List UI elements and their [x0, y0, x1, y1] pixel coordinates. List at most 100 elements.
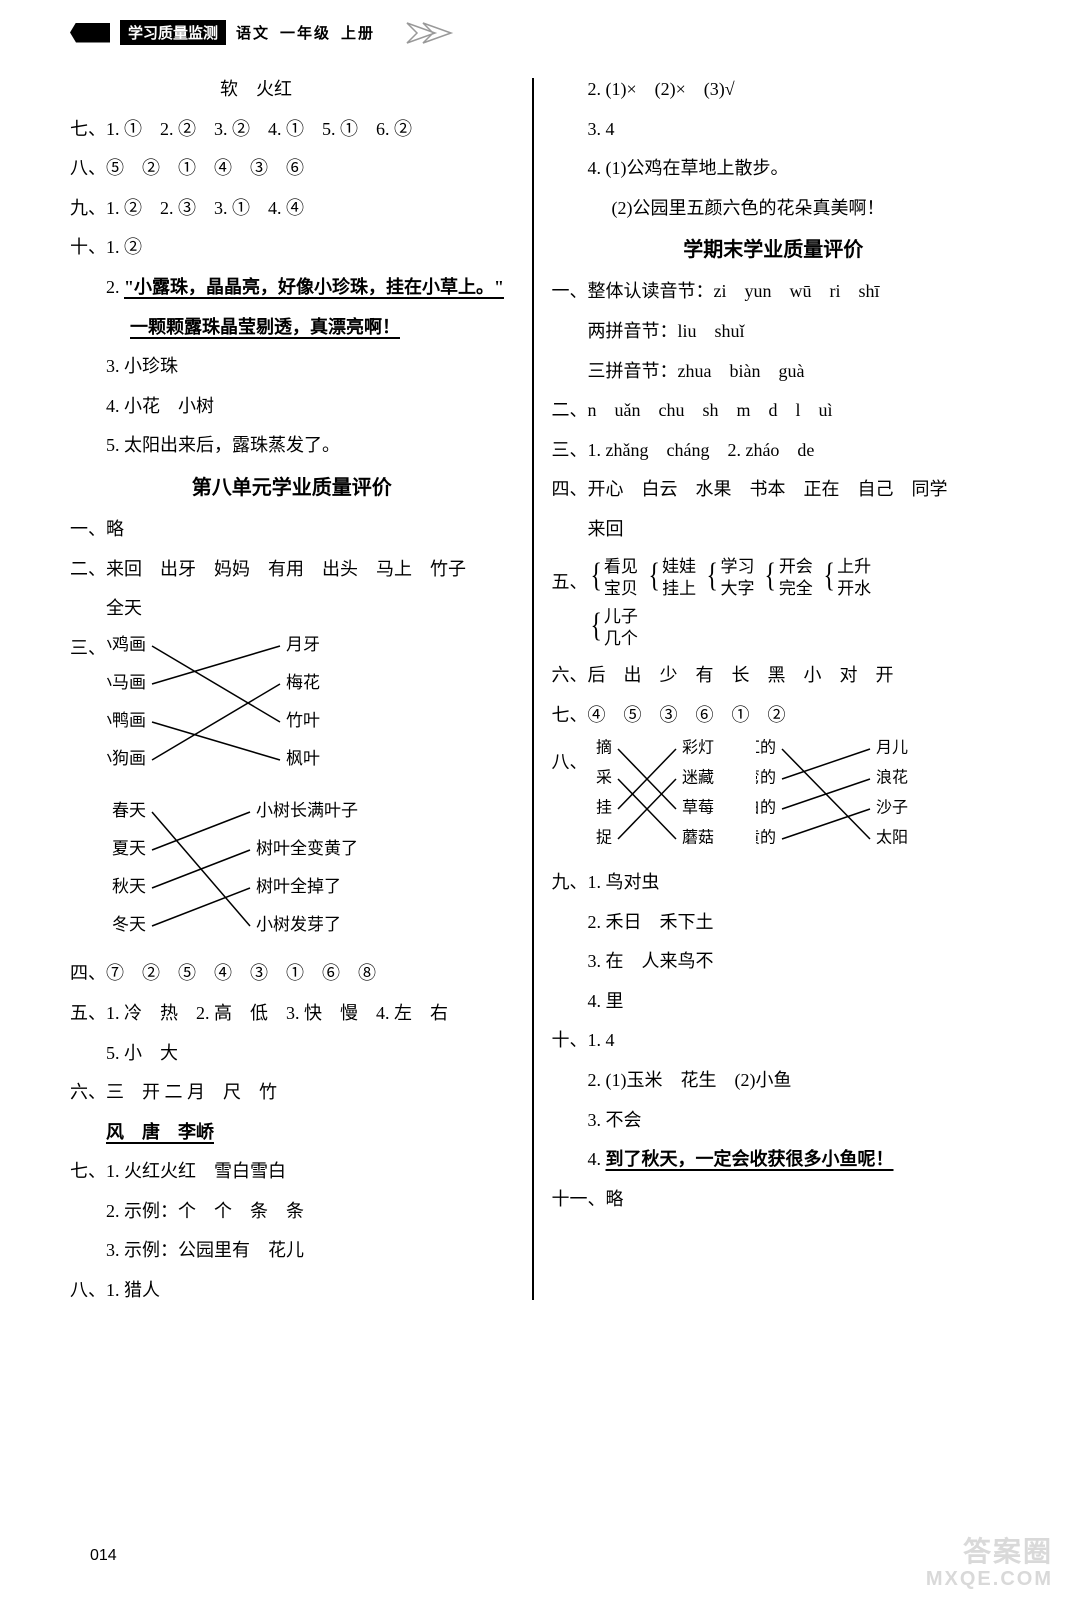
text-line: 一颗颗露珠晶莹剔透，真漂亮啊！: [70, 308, 514, 348]
svg-text:捉: 捉: [595, 829, 611, 847]
text-line: 八、⑤ ② ① ④ ③ ⑥: [70, 149, 514, 189]
svg-text:金黄的: 金黄的: [756, 829, 776, 847]
text-line: 三、1. zhǎng cháng 2. zháo de: [552, 431, 996, 471]
text-line: 4. (1)公鸡在草地上散步。: [552, 149, 996, 189]
q5-row1: 五、{看见宝贝{娃娃挂上{学习大字{开会完全{上升开水: [552, 556, 996, 600]
svg-text:小狗画: 小狗画: [106, 749, 146, 768]
text-line: 二、来回 出牙 妈妈 有用 出头 马上 竹子: [70, 550, 514, 590]
header-grade: 一年级: [280, 22, 331, 43]
svg-text:彩灯: 彩灯: [682, 739, 714, 757]
text-line: 四、开心 白云 水果 书本 正在 自己 同学: [552, 470, 996, 510]
underlined-text: 一颗颗露珠晶莹剔透，真漂亮啊！: [130, 317, 400, 337]
text-line: 全天: [70, 589, 514, 629]
underlined-text: 风 唐 李峤: [106, 1122, 214, 1142]
underlined-text: "小露珠，晶晶亮，好像小珍珠，挂在小草上。": [124, 277, 504, 297]
text-line: 五、1. 冷 热 2. 高 低 3. 快 慢 4. 左 右: [70, 994, 514, 1034]
matching-diagram-3a: 摘采挂捉彩灯迷藏草莓蘑菇: [592, 735, 752, 863]
matching-diagram-2: 春天夏天秋天冬天 小树长满叶子树叶全变黄了树叶全掉了小树发芽了: [106, 794, 426, 954]
text-line: 4. 里: [552, 982, 996, 1022]
watermark: 答案圈 MXQE.COM: [926, 1537, 1053, 1590]
svg-text:雪白的: 雪白的: [756, 799, 776, 817]
page-number: 014: [90, 1547, 117, 1565]
text-line: 二、n uǎn chu sh m d l uì: [552, 391, 996, 431]
text-line: 3. 在 人来鸟不: [552, 942, 996, 982]
header-volume: 上册: [341, 22, 375, 43]
pen-icon: [70, 23, 110, 43]
arrow-icon: [405, 21, 465, 45]
svg-text:小树长满叶子: 小树长满叶子: [256, 801, 358, 820]
q5-row2: {儿子几个: [552, 606, 996, 650]
content-area: 软 火红 七、1. ① 2. ② 3. ② 4. ① 5. ① 6. ② 八、⑤…: [70, 70, 995, 1540]
svg-text:春天: 春天: [112, 801, 146, 820]
svg-text:树叶全掉了: 树叶全掉了: [256, 877, 341, 896]
text-line: 九、1. 鸟对虫: [552, 863, 996, 903]
text-line: 九、1. ② 2. ③ 3. ① 4. ④: [70, 189, 514, 229]
svg-text:夏天: 夏天: [112, 839, 146, 858]
svg-text:秋天: 秋天: [112, 877, 146, 896]
text-line: 软 火红: [70, 70, 514, 110]
watermark-line1: 答案圈: [926, 1537, 1053, 1568]
svg-text:采: 采: [595, 769, 611, 787]
q8-container: 八、 摘采挂捉彩灯迷藏草莓蘑菇 红红的弯弯的雪白的金黄的月儿浪花沙子太阳: [552, 735, 996, 863]
text-line: 来回: [552, 510, 996, 550]
svg-text:草莓: 草莓: [682, 799, 714, 817]
text-line: 六、三 开 二 月 尺 竹: [70, 1073, 514, 1113]
section-heading: 第八单元学业质量评价: [70, 466, 514, 510]
text-line: 5. 太阳出来后，露珠蒸发了。: [70, 426, 514, 466]
text-line: 2. 示例：个 个 条 条: [70, 1192, 514, 1232]
svg-text:太阳: 太阳: [876, 829, 908, 847]
page-header: 学习质量监测 语文 一年级 上册: [70, 20, 995, 45]
text-line: 3. 小珍珠: [70, 347, 514, 387]
svg-text:沙子: 沙子: [876, 799, 908, 817]
text-line: 七、1. 火红火红 雪白雪白: [70, 1152, 514, 1192]
text-line: 七、1. ① 2. ② 3. ② 4. ① 5. ① 6. ②: [70, 110, 514, 150]
svg-text:小鸡画: 小鸡画: [106, 635, 146, 654]
svg-text:月儿: 月儿: [876, 739, 908, 757]
text-line: 两拼音节：liu shuǐ: [552, 312, 996, 352]
text-line: 4. 到了秋天，一定会收获很多小鱼呢！: [552, 1140, 996, 1180]
text-line: 3. 示例：公园里有 花儿: [70, 1231, 514, 1271]
matching-diagram-3b: 红红的弯弯的雪白的金黄的 月儿浪花沙子太阳: [756, 735, 946, 863]
underlined-text: 到了秋天，一定会收获很多小鱼呢！: [606, 1149, 894, 1169]
section-heading: 学期末学业质量评价: [552, 228, 996, 272]
svg-text:浪花: 浪花: [876, 769, 908, 787]
text-line: 5. 小 大: [70, 1034, 514, 1074]
text-line: 十、1. 4: [552, 1021, 996, 1061]
svg-text:竹叶: 竹叶: [286, 711, 320, 730]
text-line: (2)公园里五颜六色的花朵真美啊！: [552, 189, 996, 229]
text-line: 七、④ ⑤ ③ ⑥ ① ②: [552, 696, 996, 736]
text-line: 2. (1)玉米 花生 (2)小鱼: [552, 1061, 996, 1101]
text-line: 三拼音节：zhua biàn guà: [552, 352, 996, 392]
text-line: 四、⑦ ② ⑤ ④ ③ ① ⑥ ⑧: [70, 954, 514, 994]
text-line: 3. 不会: [552, 1101, 996, 1141]
text-line: 十一、略: [552, 1180, 996, 1220]
text-line: 2. 禾日 禾下土: [552, 903, 996, 943]
text-line: 一、略: [70, 510, 514, 550]
text-line: 一、整体认读音节：zi yun wū ri shī: [552, 272, 996, 312]
svg-text:小马画: 小马画: [106, 673, 146, 692]
svg-text:枫叶: 枫叶: [286, 749, 320, 768]
matching-diagram-1: 小鸡画小马画小鸭画小狗画 月牙梅花竹叶枫叶: [106, 628, 366, 788]
svg-text:蘑菇: 蘑菇: [682, 829, 714, 847]
svg-text:冬天: 冬天: [112, 915, 146, 934]
header-box: 学习质量监测: [120, 20, 226, 45]
watermark-line2: MXQE.COM: [926, 1568, 1053, 1590]
svg-text:挂: 挂: [595, 799, 611, 817]
header-subject: 语文: [236, 22, 270, 43]
text-line: 风 唐 李峤: [70, 1113, 514, 1153]
svg-text:小鸭画: 小鸭画: [106, 711, 146, 730]
svg-text:弯弯的: 弯弯的: [756, 769, 776, 787]
text-line: 3. 4: [552, 110, 996, 150]
left-column: 软 火红 七、1. ① 2. ② 3. ② 4. ① 5. ① 6. ② 八、⑤…: [70, 70, 532, 1540]
text-line: 4. 小花 小树: [70, 387, 514, 427]
svg-text:红红的: 红红的: [756, 739, 776, 757]
text-line: 十、1. ②: [70, 228, 514, 268]
text-line: 八、1. 猎人: [70, 1271, 514, 1311]
svg-text:迷藏: 迷藏: [682, 769, 714, 787]
svg-text:树叶全变黄了: 树叶全变黄了: [256, 839, 358, 858]
svg-text:梅花: 梅花: [286, 673, 320, 692]
svg-text:月牙: 月牙: [286, 635, 320, 654]
text-line: 2. "小露珠，晶晶亮，好像小珍珠，挂在小草上。": [70, 268, 514, 308]
svg-text:小树发芽了: 小树发芽了: [256, 915, 341, 934]
text-line: 2. (1)× (2)× (3)√: [552, 70, 996, 110]
